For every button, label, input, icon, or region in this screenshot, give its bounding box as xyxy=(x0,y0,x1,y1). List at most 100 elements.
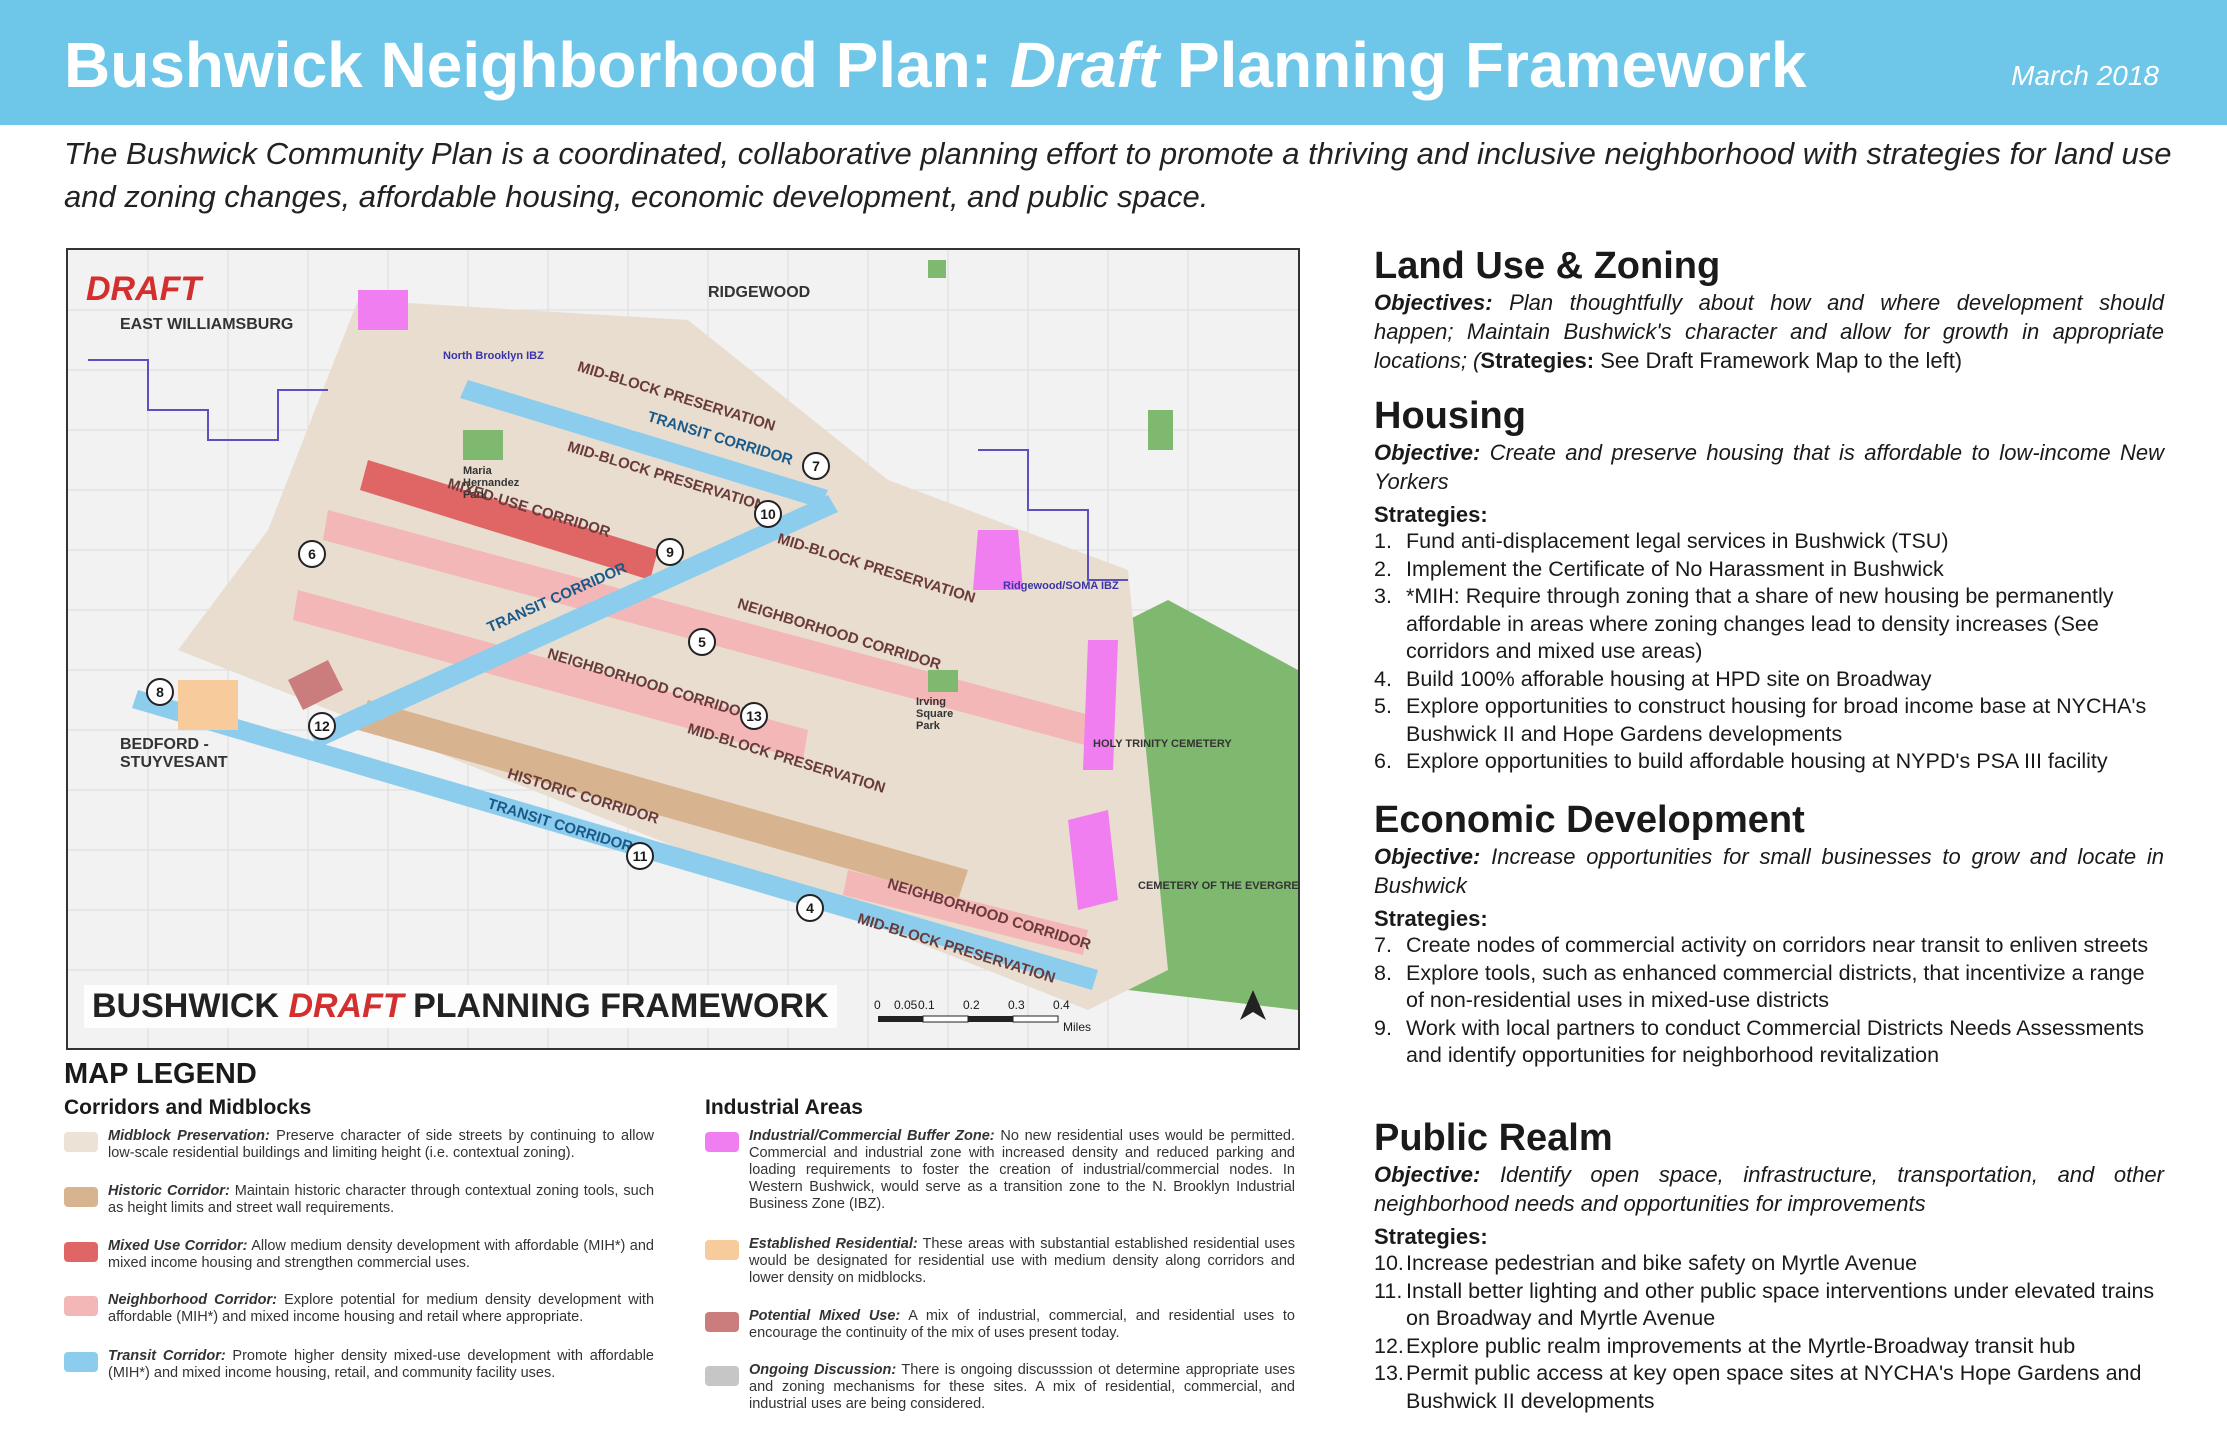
strategy-item: 8. Explore tools, such as enhanced commer… xyxy=(1374,960,2145,1013)
swatch-established-residential xyxy=(705,1240,739,1260)
section-economic-development: Economic Development Objective: Increase… xyxy=(1374,798,2164,1070)
park-green-1 xyxy=(1148,410,1173,450)
strategy-item: 5. Explore opportunities to construct hou… xyxy=(1374,694,2147,746)
legend-item-mixed-use: Mixed Use Corridor: Allow medium density… xyxy=(64,1238,654,1272)
swatch-potential-mixed-use xyxy=(705,1312,739,1332)
legend-item-established-residential: Established Residential: These areas wit… xyxy=(705,1236,1295,1287)
label-ridgewood: RIDGEWOOD xyxy=(708,284,811,301)
swatch-transit xyxy=(64,1352,98,1372)
label-ridgewood-soma: Ridgewood/SOMA IBZ xyxy=(1003,580,1119,592)
strategy-marker: 13 xyxy=(740,702,768,730)
swatch-historic xyxy=(64,1187,98,1207)
mixed-use-band xyxy=(360,460,658,580)
legend-item-midblock: Midblock Preservation: Preserve characte… xyxy=(64,1128,654,1162)
legend-item-neighborhood: Neighborhood Corridor: Explore potential… xyxy=(64,1292,654,1326)
strategy-list-public-realm: 10. Increase pedestrian and bike safety o… xyxy=(1374,1250,2164,1415)
section-land-use: Land Use & Zoning Objectives: Plan thoug… xyxy=(1374,244,2164,375)
swatch-midblock xyxy=(64,1132,98,1152)
strategy-marker: 6 xyxy=(298,540,326,568)
map-footer-title: BUSHWICK DRAFT PLANNING FRAMEWORK xyxy=(84,985,837,1028)
strategy-marker: 8 xyxy=(146,678,174,706)
section-title-housing: Housing xyxy=(1374,395,1526,437)
park-green-2 xyxy=(928,260,946,278)
legend-item-historic: Historic Corridor: Maintain historic cha… xyxy=(64,1183,654,1217)
section-public-realm: Public Realm Objective: Identify open sp… xyxy=(1374,1116,2164,1415)
transit-band-3 xyxy=(132,690,1098,990)
transit-band-2 xyxy=(308,495,838,748)
legend-heading: MAP LEGEND xyxy=(64,1058,257,1090)
swatch-neighborhood xyxy=(64,1296,98,1316)
page-title: Bushwick Neighborhood Plan: Draft Planni… xyxy=(64,29,1807,101)
neighborhood-band-1 xyxy=(323,510,1108,750)
label-maria-hernandez: Maria Hernandez Park xyxy=(463,465,520,501)
legend-item-ongoing-discussion: Ongoing Discussion: There is ongoing dis… xyxy=(705,1362,1295,1413)
historic-band xyxy=(358,700,968,900)
strategy-item: 10. Increase pedestrian and bike safety o… xyxy=(1374,1251,1918,1275)
strategy-item: 2. Implement the Certificate of No Harass… xyxy=(1374,556,1944,581)
park-irving-square xyxy=(928,670,958,692)
strategy-item: 7. Create nodes of commercial activity on… xyxy=(1374,933,2149,957)
section-title-land-use: Land Use & Zoning xyxy=(1374,245,1721,287)
study-area xyxy=(178,300,1168,1010)
strategy-marker: 10 xyxy=(754,500,782,528)
map-draft-tag: DRAFT xyxy=(86,270,202,308)
strategy-item: 3. *MIH: Require through zoning that a sh… xyxy=(1374,584,2114,663)
section-title-public-realm: Public Realm xyxy=(1374,1117,1613,1159)
strategy-item: 9. Work with local partners to conduct Co… xyxy=(1374,1015,2145,1068)
map-legend: MAP LEGEND Corridors and Midblocks Indus… xyxy=(64,1058,1304,1428)
objective-housing: Objective: Create and preserve housing t… xyxy=(1374,440,2164,494)
buffer-zone-3 xyxy=(973,530,1023,590)
swatch-mixed-use xyxy=(64,1242,98,1262)
section-title-economic: Economic Development xyxy=(1374,799,1805,841)
strategy-marker: 5 xyxy=(688,628,716,656)
label-north-brooklyn-ibz: North Brooklyn IBZ xyxy=(443,350,544,362)
strategy-marker: 12 xyxy=(308,712,336,740)
strategy-item: 13. Permit public access at key open spac… xyxy=(1374,1361,2142,1413)
scale-bar xyxy=(878,1015,1059,1023)
legend-item-buffer-zone: Industrial/Commercial Buffer Zone: No ne… xyxy=(705,1128,1295,1213)
label-east-williamsburg: EAST WILLIAMSBURG xyxy=(120,316,294,333)
potential-mixed-use xyxy=(288,660,343,710)
legend-subheading-corridors: Corridors and Midblocks xyxy=(64,1096,312,1119)
strategies-heading: Strategies: xyxy=(1374,906,1488,931)
neighborhood-band-3 xyxy=(843,870,1088,955)
label-irving-square: Irving Square Park xyxy=(916,696,954,732)
swatch-ongoing-discussion xyxy=(705,1366,739,1386)
objective-public-realm: Objective: Identify open space, infrastr… xyxy=(1374,1162,2164,1216)
strategy-marker: 7 xyxy=(802,452,830,480)
section-housing: Housing Objective: Create and preserve h… xyxy=(1374,394,2164,776)
strategy-item: 11. Install better lighting and other pub… xyxy=(1374,1278,2155,1331)
neighborhood-band-2 xyxy=(293,590,808,760)
strategy-list-economic: 7. Create nodes of commercial activity on… xyxy=(1374,932,2164,1070)
objective-land-use: Objectives: Plan thoughtfully about how … xyxy=(1374,290,2164,373)
buffer-zone-4 xyxy=(358,290,408,330)
publication-date: March 2018 xyxy=(2011,60,2159,91)
established-residential xyxy=(178,680,238,730)
strategy-marker: 4 xyxy=(796,894,824,922)
title-banner: Bushwick Neighborhood Plan: Draft Planni… xyxy=(0,0,2227,125)
label-holy-trinity: HOLY TRINITY CEMETERY xyxy=(1093,738,1232,750)
ibz-outline-east xyxy=(978,449,1128,581)
legend-item-potential-mixed-use: Potential Mixed Use: A mix of industrial… xyxy=(705,1308,1295,1342)
north-arrow-icon xyxy=(1240,990,1266,1020)
strategy-item: 6. Explore opportunities to build afforda… xyxy=(1374,749,2108,773)
strategies-heading: Strategies: xyxy=(1374,502,1488,527)
scale-labels: 0 0.05 0.1 0.2 0.3 0.4 Miles xyxy=(874,998,1092,1034)
buffer-zone-2 xyxy=(1068,810,1118,910)
intro-paragraph: The Bushwick Community Plan is a coordin… xyxy=(64,136,2172,214)
park-maria-hernandez xyxy=(463,430,503,460)
ibz-outline-west xyxy=(88,359,328,441)
strategies-heading: Strategies: xyxy=(1374,1224,1488,1249)
map-graphic xyxy=(68,250,1298,1048)
framework-map: DRAFT EAST WILLIAMSBURG RIDGEWOOD BEDFOR… xyxy=(66,248,1300,1050)
strategy-item: 12. Explore public realm improvements at … xyxy=(1374,1333,2076,1358)
legend-subheading-industrial: Industrial Areas xyxy=(705,1096,863,1119)
swatch-buffer-zone xyxy=(705,1132,739,1152)
label-bed-stuy: BEDFORD - STUYVESANT xyxy=(120,736,228,771)
strategy-item: 1. Fund anti-displacement legal services … xyxy=(1374,529,1949,553)
label-cemetery-evergreens: CEMETERY OF THE EVERGREENS xyxy=(1138,880,1299,892)
strategy-marker: 9 xyxy=(656,538,684,566)
buffer-zone-1 xyxy=(1083,640,1118,770)
transit-band-1 xyxy=(460,380,828,508)
strategy-item: 4. Build 100% afforable housing at HPD si… xyxy=(1374,666,1932,691)
